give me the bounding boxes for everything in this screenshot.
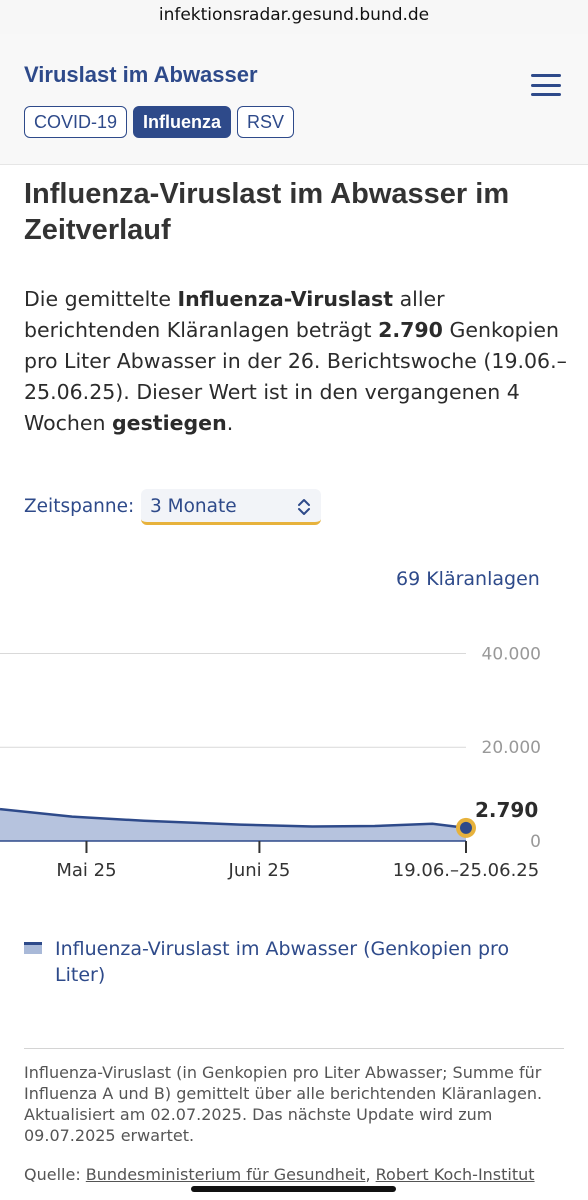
y-tick-label: 20.000 <box>482 738 541 758</box>
x-tick-label: 19.06.–25.06.25 <box>393 860 539 881</box>
zeitspanne-value: 3 Monate <box>150 496 237 517</box>
browser-url-bar[interactable]: infektionsradar.gesund.bund.de <box>0 0 588 34</box>
tab-rsv[interactable]: RSV <box>237 106 295 138</box>
y-tick-label: 0 <box>530 832 541 852</box>
divider <box>24 1048 564 1049</box>
latest-value-label: 2.790 <box>475 798 538 822</box>
tab-covid-19[interactable]: COVID-19 <box>24 106 128 138</box>
chevron-up-down-icon <box>298 499 310 515</box>
home-indicator <box>191 1186 396 1192</box>
zeitspanne-label: Zeitspanne: <box>24 496 135 517</box>
x-tick-label: Mai 25 <box>56 860 116 881</box>
virus-tabs: COVID-19 Influenza RSV <box>24 106 295 138</box>
viral-load-chart: 40.000 20.000 0 Mai 25 Juni 25 19.06.–25.06.2… <box>0 644 541 881</box>
legend-label: Influenza-Viruslast im Abwasser (Genkopi… <box>55 938 510 986</box>
tab-influenza[interactable]: Influenza <box>133 106 232 138</box>
y-tick-label: 40.000 <box>482 644 541 664</box>
series-line <box>0 807 467 830</box>
legend-swatch <box>24 942 42 954</box>
source-link-bmg[interactable]: Bundesministerium für Gesundheit <box>85 1165 366 1184</box>
x-tick-label: Juni 25 <box>228 860 291 881</box>
app-title[interactable]: Viruslast im Abwasser <box>24 62 258 87</box>
url-text: infektionsradar.gesund.bund.de <box>158 5 430 25</box>
hamburger-menu-icon[interactable] <box>531 74 561 98</box>
summary-text: Die gemittelte Influenza-Viruslast aller… <box>24 287 567 435</box>
plants-count[interactable]: 69 Kläranlagen <box>396 568 540 590</box>
zeitspanne-select[interactable]: 3 Monate <box>141 489 321 525</box>
section-title: Influenza-Viruslast im Abwasser im Zeitv… <box>24 178 510 246</box>
site-header: Viruslast im Abwasser COVID-19 Influenza… <box>0 34 588 165</box>
latest-point-marker <box>460 821 472 834</box>
source-line: Quelle: Bundesministerium für Gesundheit… <box>24 1165 535 1184</box>
chart-footnote: Influenza-Viruslast (in Genkopien pro Li… <box>24 1063 543 1145</box>
source-link-rki[interactable]: Robert Koch-Institut <box>375 1165 535 1184</box>
